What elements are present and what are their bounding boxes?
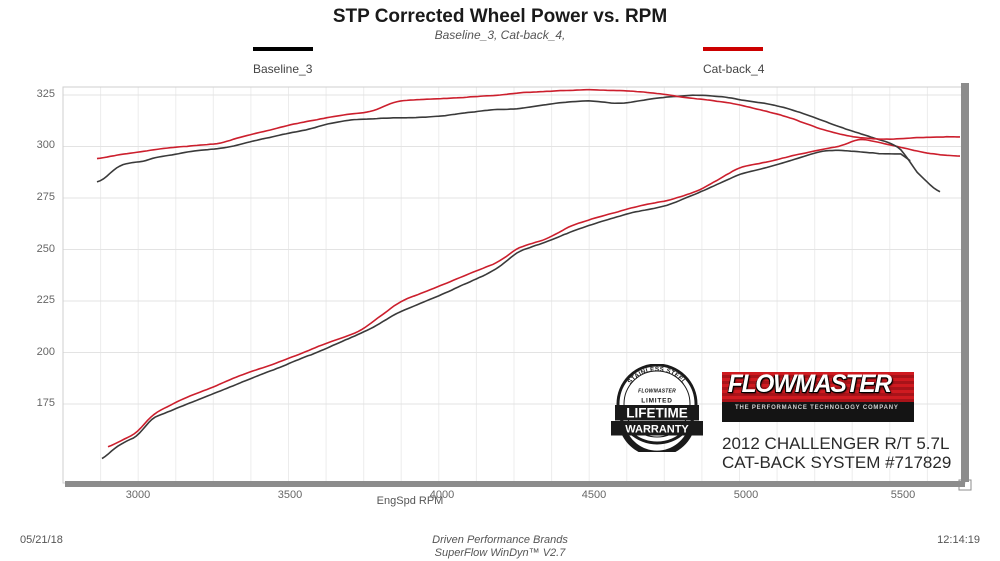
svg-text:WARRANTY: WARRANTY [625, 423, 689, 435]
svg-text:FLOWMASTER: FLOWMASTER [638, 389, 676, 395]
svg-text:LIMITED: LIMITED [641, 398, 673, 405]
svg-text:LIFETIME: LIFETIME [626, 405, 688, 420]
